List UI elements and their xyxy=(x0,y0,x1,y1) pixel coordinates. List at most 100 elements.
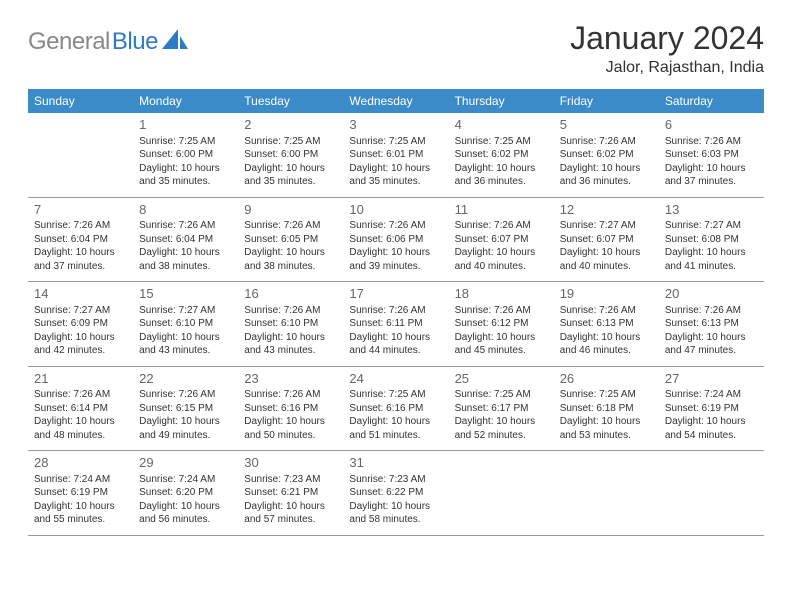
page: General Blue January 2024 Jalor, Rajasth… xyxy=(0,0,792,556)
sunset-text: Sunset: 6:20 PM xyxy=(139,486,232,500)
daylight-text-2: and 35 minutes. xyxy=(349,175,442,189)
day-number: 17 xyxy=(349,285,442,303)
day-number: 8 xyxy=(139,201,232,219)
daylight-text-1: Daylight: 10 hours xyxy=(244,246,337,260)
sunset-text: Sunset: 6:04 PM xyxy=(139,233,232,247)
calendar-cell: 13Sunrise: 7:27 AMSunset: 6:08 PMDayligh… xyxy=(659,197,764,282)
daylight-text-2: and 51 minutes. xyxy=(349,429,442,443)
sunrise-text: Sunrise: 7:25 AM xyxy=(455,135,548,149)
sunset-text: Sunset: 6:12 PM xyxy=(455,317,548,331)
sunset-text: Sunset: 6:06 PM xyxy=(349,233,442,247)
logo: General Blue xyxy=(28,28,190,56)
calendar-cell: 18Sunrise: 7:26 AMSunset: 6:12 PMDayligh… xyxy=(449,282,554,367)
weekday-header: Wednesday xyxy=(343,89,448,113)
daylight-text-1: Daylight: 10 hours xyxy=(665,162,758,176)
calendar-cell: 9Sunrise: 7:26 AMSunset: 6:05 PMDaylight… xyxy=(238,197,343,282)
header: General Blue January 2024 Jalor, Rajasth… xyxy=(28,20,764,77)
day-number: 20 xyxy=(665,285,758,303)
sunset-text: Sunset: 6:02 PM xyxy=(560,148,653,162)
calendar-row: 7Sunrise: 7:26 AMSunset: 6:04 PMDaylight… xyxy=(28,197,764,282)
calendar-cell: 11Sunrise: 7:26 AMSunset: 6:07 PMDayligh… xyxy=(449,197,554,282)
calendar-body: 1Sunrise: 7:25 AMSunset: 6:00 PMDaylight… xyxy=(28,113,764,535)
page-subtitle: Jalor, Rajasthan, India xyxy=(570,59,764,77)
sunset-text: Sunset: 6:05 PM xyxy=(244,233,337,247)
day-number: 16 xyxy=(244,285,337,303)
sunset-text: Sunset: 6:04 PM xyxy=(34,233,127,247)
calendar-cell: 2Sunrise: 7:25 AMSunset: 6:00 PMDaylight… xyxy=(238,113,343,197)
daylight-text-2: and 52 minutes. xyxy=(455,429,548,443)
daylight-text-1: Daylight: 10 hours xyxy=(34,246,127,260)
calendar-cell: 16Sunrise: 7:26 AMSunset: 6:10 PMDayligh… xyxy=(238,282,343,367)
sunrise-text: Sunrise: 7:26 AM xyxy=(349,219,442,233)
logo-text-gray: General xyxy=(28,28,110,56)
day-number: 7 xyxy=(34,201,127,219)
sunset-text: Sunset: 6:09 PM xyxy=(34,317,127,331)
daylight-text-1: Daylight: 10 hours xyxy=(349,162,442,176)
calendar-row: 1Sunrise: 7:25 AMSunset: 6:00 PMDaylight… xyxy=(28,113,764,197)
sunrise-text: Sunrise: 7:23 AM xyxy=(349,473,442,487)
daylight-text-1: Daylight: 10 hours xyxy=(139,500,232,514)
daylight-text-2: and 45 minutes. xyxy=(455,344,548,358)
daylight-text-2: and 37 minutes. xyxy=(665,175,758,189)
sunset-text: Sunset: 6:21 PM xyxy=(244,486,337,500)
sunrise-text: Sunrise: 7:26 AM xyxy=(455,304,548,318)
sunrise-text: Sunrise: 7:27 AM xyxy=(139,304,232,318)
sunset-text: Sunset: 6:17 PM xyxy=(455,402,548,416)
calendar-cell: 3Sunrise: 7:25 AMSunset: 6:01 PMDaylight… xyxy=(343,113,448,197)
daylight-text-2: and 40 minutes. xyxy=(455,260,548,274)
day-number: 18 xyxy=(455,285,548,303)
daylight-text-2: and 38 minutes. xyxy=(139,260,232,274)
daylight-text-2: and 48 minutes. xyxy=(34,429,127,443)
calendar-cell: 14Sunrise: 7:27 AMSunset: 6:09 PMDayligh… xyxy=(28,282,133,367)
daylight-text-2: and 54 minutes. xyxy=(665,429,758,443)
sunrise-text: Sunrise: 7:26 AM xyxy=(34,388,127,402)
sunset-text: Sunset: 6:07 PM xyxy=(560,233,653,247)
weekday-header: Monday xyxy=(133,89,238,113)
sunset-text: Sunset: 6:14 PM xyxy=(34,402,127,416)
title-block: January 2024 Jalor, Rajasthan, India xyxy=(570,20,764,77)
calendar-cell: 5Sunrise: 7:26 AMSunset: 6:02 PMDaylight… xyxy=(554,113,659,197)
daylight-text-1: Daylight: 10 hours xyxy=(349,331,442,345)
daylight-text-1: Daylight: 10 hours xyxy=(560,246,653,260)
day-number: 23 xyxy=(244,370,337,388)
sunrise-text: Sunrise: 7:26 AM xyxy=(244,219,337,233)
daylight-text-1: Daylight: 10 hours xyxy=(455,415,548,429)
weekday-header: Friday xyxy=(554,89,659,113)
daylight-text-1: Daylight: 10 hours xyxy=(665,246,758,260)
sunrise-text: Sunrise: 7:26 AM xyxy=(560,304,653,318)
calendar-cell xyxy=(449,451,554,536)
daylight-text-1: Daylight: 10 hours xyxy=(560,162,653,176)
calendar-cell: 23Sunrise: 7:26 AMSunset: 6:16 PMDayligh… xyxy=(238,366,343,451)
calendar-cell: 21Sunrise: 7:26 AMSunset: 6:14 PMDayligh… xyxy=(28,366,133,451)
calendar-cell: 10Sunrise: 7:26 AMSunset: 6:06 PMDayligh… xyxy=(343,197,448,282)
sunrise-text: Sunrise: 7:24 AM xyxy=(139,473,232,487)
calendar-cell: 20Sunrise: 7:26 AMSunset: 6:13 PMDayligh… xyxy=(659,282,764,367)
day-number: 13 xyxy=(665,201,758,219)
day-number: 28 xyxy=(34,454,127,472)
day-number: 9 xyxy=(244,201,337,219)
day-number: 5 xyxy=(560,116,653,134)
daylight-text-2: and 53 minutes. xyxy=(560,429,653,443)
day-number: 2 xyxy=(244,116,337,134)
daylight-text-1: Daylight: 10 hours xyxy=(455,246,548,260)
logo-text-blue: Blue xyxy=(112,28,158,56)
daylight-text-1: Daylight: 10 hours xyxy=(349,246,442,260)
day-number: 4 xyxy=(455,116,548,134)
daylight-text-1: Daylight: 10 hours xyxy=(665,331,758,345)
daylight-text-1: Daylight: 10 hours xyxy=(34,331,127,345)
sunrise-text: Sunrise: 7:26 AM xyxy=(665,135,758,149)
calendar-cell: 25Sunrise: 7:25 AMSunset: 6:17 PMDayligh… xyxy=(449,366,554,451)
calendar-row: 21Sunrise: 7:26 AMSunset: 6:14 PMDayligh… xyxy=(28,366,764,451)
logo-sail-icon xyxy=(162,29,190,56)
sunrise-text: Sunrise: 7:27 AM xyxy=(665,219,758,233)
sunrise-text: Sunrise: 7:26 AM xyxy=(665,304,758,318)
daylight-text-2: and 35 minutes. xyxy=(139,175,232,189)
weekday-header: Saturday xyxy=(659,89,764,113)
sunset-text: Sunset: 6:16 PM xyxy=(244,402,337,416)
calendar-cell: 28Sunrise: 7:24 AMSunset: 6:19 PMDayligh… xyxy=(28,451,133,536)
sunset-text: Sunset: 6:07 PM xyxy=(455,233,548,247)
weekday-header: Thursday xyxy=(449,89,554,113)
daylight-text-1: Daylight: 10 hours xyxy=(349,415,442,429)
calendar-cell: 17Sunrise: 7:26 AMSunset: 6:11 PMDayligh… xyxy=(343,282,448,367)
sunrise-text: Sunrise: 7:26 AM xyxy=(139,219,232,233)
